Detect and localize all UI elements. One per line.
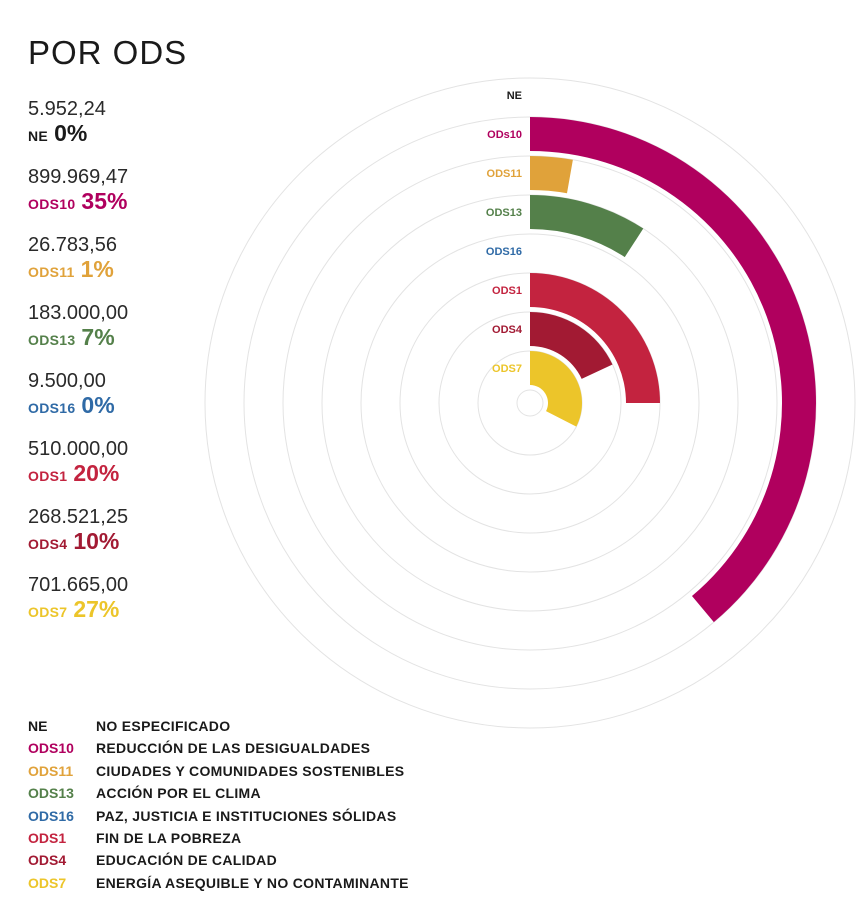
stat-code: NE (28, 128, 49, 144)
ring-label-ods16: ODS16 (486, 246, 522, 258)
grid-ring (204, 77, 856, 729)
bar-ods4 (530, 312, 613, 379)
stat-amount: 701.665,00 (28, 574, 129, 596)
stat-amount: 9.500,00 (28, 370, 106, 392)
stat-code: ODS1 (28, 468, 68, 484)
legend-code: ODS16 (28, 807, 74, 824)
stat-item: 26.783,56 ODS11 1% (28, 234, 228, 302)
legend-item: ODS16 PAZ, JUSTICIA E INSTITUCIONES SÓLID… (28, 805, 409, 827)
legend-item: ODS11 CIUDADES Y COMUNIDADES SOSTENIBLES (28, 760, 409, 782)
legend-code: NE (28, 718, 48, 734)
ring-label-ne: NE (507, 90, 522, 102)
grid-ring (282, 155, 778, 651)
stat-amount: 26.783,56 (28, 234, 117, 256)
stat-amount: 268.521,25 (28, 506, 129, 528)
stat-code: ODS10 (28, 196, 76, 212)
legend: NE NO ESPECIFICADO ODS10 REDUCCIÓN DE LAS … (28, 715, 409, 894)
stat-code: ODS11 (28, 264, 75, 280)
legend-code: ODS13 (28, 785, 74, 802)
legend-label: ENERGÍA ASEQUIBLE Y NO CONTAMINANTE (96, 874, 409, 891)
stat-item: 9.500,00 ODS16 0% (28, 370, 228, 438)
stat-percent: 35% (81, 188, 128, 214)
bar-ods10 (530, 117, 816, 623)
bar-ods1 (530, 273, 660, 403)
legend-code: ODS4 (28, 852, 67, 869)
grid-ring (321, 194, 739, 612)
stat-code: ODS4 (28, 536, 68, 552)
grid-ring (360, 233, 700, 573)
stat-item: 510.000,00 ODS1 20% (28, 438, 228, 506)
bar-ods13 (530, 195, 644, 258)
legend-label: REDUCCIÓN DE LAS DESIGUALDADES (96, 740, 371, 757)
stat-amount: 183.000,00 (28, 302, 129, 324)
stat-item: 5.952,24 NE 0% (28, 98, 228, 166)
legend-label: PAZ, JUSTICIA E INSTITUCIONES SÓLIDAS (96, 807, 397, 824)
stat-amount: 5.952,24 (28, 98, 106, 120)
legend-item: ODS1 FIN DE LA POBREZA (28, 827, 409, 849)
stat-percent: 0% (54, 120, 88, 146)
legend-code: ODS7 (28, 874, 67, 891)
ring-label-ods1: ODS1 (492, 285, 522, 297)
stat-item: 268.521,25 ODS4 10% (28, 506, 228, 574)
ring-label-ods7: ODS7 (492, 363, 522, 375)
stat-code: ODS13 (28, 332, 76, 348)
stat-amount: 899.969,47 (28, 166, 129, 188)
ring-label-ods11: ODS11 (487, 168, 522, 180)
stats-list: 5.952,24 NE 0% 899.969,47 ODS10 35% 26.783… (28, 98, 228, 642)
stat-percent: 20% (73, 460, 120, 486)
bar-ods7 (530, 351, 582, 427)
ring-label-ods10: ODs10 (487, 129, 522, 141)
grid-ring (516, 389, 544, 417)
legend-label: NO ESPECIFICADO (96, 718, 231, 734)
stat-item: 183.000,00 ODS13 7% (28, 302, 228, 370)
bar-ods11 (530, 156, 573, 194)
legend-label: ACCIÓN POR EL CLIMA (96, 785, 261, 802)
legend-item: NE NO ESPECIFICADO (28, 715, 409, 737)
stat-percent: 0% (81, 392, 115, 418)
stat-item: 701.665,00 ODS7 27% (28, 574, 228, 642)
legend-label: FIN DE LA POBREZA (96, 829, 242, 846)
legend-item: ODS13 ACCIÓN POR EL CLIMA (28, 782, 409, 804)
ring-label-ods4: ODS4 (492, 324, 523, 336)
stat-code: ODS7 (28, 604, 68, 620)
legend-item: ODS10 REDUCCIÓN DE LAS DESIGUALDADES (28, 737, 409, 759)
stat-code: ODS16 (28, 400, 76, 416)
legend-item: ODS4 EDUCACIÓN DE CALIDAD (28, 849, 409, 871)
legend-item: ODS7 ENERGÍA ASEQUIBLE Y NO CONTAMINANTE (28, 872, 409, 894)
legend-label: CIUDADES Y COMUNIDADES SOSTENIBLES (96, 762, 405, 779)
page-title: POR ODS (28, 34, 188, 71)
legend-code: ODS10 (28, 740, 74, 757)
stat-amount: 510.000,00 (28, 438, 129, 460)
ring-label-ods13: ODS13 (486, 207, 522, 219)
legend-code: ODS1 (28, 829, 67, 846)
stat-percent: 10% (73, 528, 120, 554)
legend-code: ODS11 (28, 762, 74, 779)
legend-label: EDUCACIÓN DE CALIDAD (96, 852, 277, 869)
stat-percent: 1% (80, 256, 114, 282)
stat-percent: 27% (73, 596, 120, 622)
stat-item: 899.969,47 ODS10 35% (28, 166, 228, 234)
stat-percent: 7% (81, 324, 115, 350)
